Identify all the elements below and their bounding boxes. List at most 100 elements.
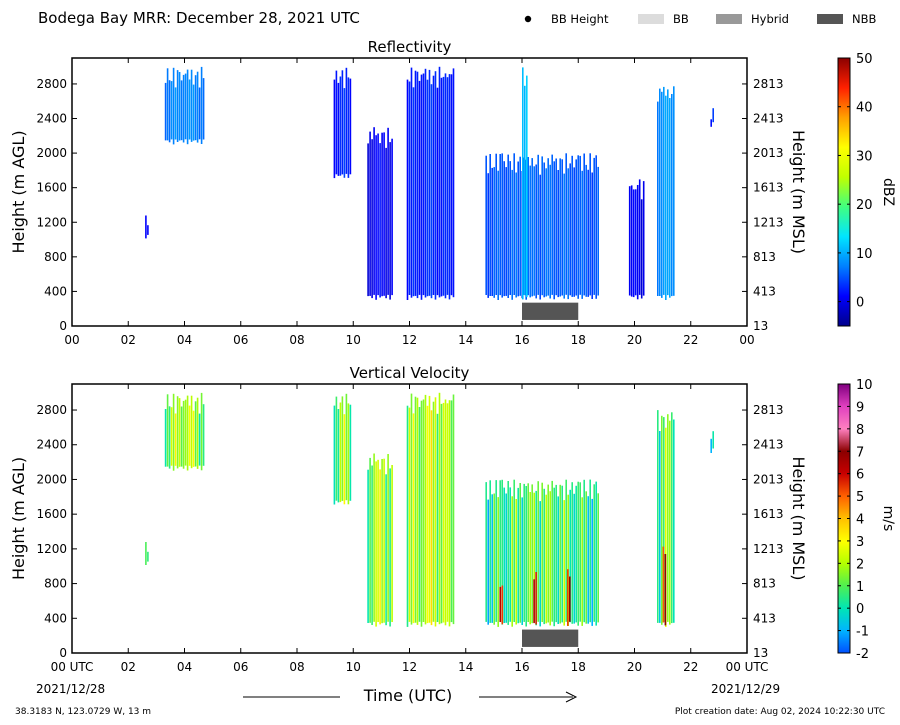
echo-column	[446, 403, 449, 622]
echo-column	[190, 69, 193, 142]
echo-column	[381, 459, 383, 624]
echo-column	[174, 87, 177, 140]
echo-column	[517, 161, 519, 297]
echo-column	[593, 157, 595, 295]
y-axis-label-right: Height (m MSL)	[789, 130, 808, 254]
echo-column	[497, 497, 499, 627]
echo-column	[450, 74, 453, 296]
echo-column	[575, 159, 577, 296]
echo-column	[526, 75, 528, 298]
echo-column	[164, 82, 167, 141]
echo-column	[573, 493, 575, 624]
echo-column	[349, 78, 352, 175]
echo-column	[557, 496, 559, 624]
echo-column	[377, 459, 379, 622]
y-tick-label-right: 1613	[753, 507, 784, 521]
echo-column	[428, 395, 431, 623]
colorbar-tick-label: 7	[856, 445, 864, 460]
y-tick-label-right: 813	[753, 250, 776, 264]
echo-column	[628, 186, 631, 296]
colorbar-label: m/s	[880, 506, 896, 532]
echo-column	[503, 161, 505, 297]
echo-column	[507, 154, 509, 298]
echo-column	[491, 167, 493, 296]
echo-column	[595, 155, 597, 299]
echo-column	[369, 457, 371, 623]
echo-column	[539, 501, 541, 627]
echo-column	[523, 483, 525, 622]
colorbar-tick-label: 10	[856, 247, 873, 262]
colorbar-tick-label: 50	[856, 52, 873, 67]
echo-column	[452, 68, 455, 298]
echo-column	[663, 417, 665, 622]
echo-column	[569, 576, 571, 622]
echo-column	[581, 497, 583, 626]
echo-column	[188, 79, 191, 140]
colorbar-tick-label: 6	[856, 468, 864, 483]
y-axis-label-left: Height (m AGL)	[9, 130, 28, 253]
echo-column	[147, 225, 149, 235]
echo-column	[172, 393, 175, 471]
colorbar-tick-label: 0	[856, 296, 864, 311]
panel-title: Vertical Velocity	[350, 364, 470, 382]
echo-column	[665, 95, 667, 300]
echo-column	[561, 159, 563, 296]
echo-column	[537, 481, 539, 622]
y-axis-label-right: Height (m MSL)	[789, 456, 808, 580]
y-tick-label-left: 2800	[36, 403, 67, 417]
echo-column	[347, 77, 350, 178]
echo-column	[551, 154, 553, 295]
echo-column	[426, 79, 429, 297]
echo-column	[420, 400, 423, 627]
echo-column	[591, 498, 593, 626]
echo-column	[642, 181, 645, 296]
echo-column	[545, 168, 547, 297]
echo-column	[178, 398, 181, 467]
echo-column	[198, 87, 201, 140]
echo-column	[182, 400, 185, 469]
echo-column	[367, 469, 369, 623]
echo-column	[549, 164, 551, 299]
x-tick-label: 08	[289, 333, 304, 347]
y-tick-label-left: 1600	[36, 507, 67, 521]
echo-column	[145, 542, 147, 565]
echo-column	[661, 415, 663, 625]
x-tick-label: 00 UTC	[726, 660, 769, 674]
echo-column	[194, 75, 197, 141]
echo-column	[371, 465, 373, 625]
echo-column	[567, 569, 569, 626]
echo-column	[545, 494, 547, 624]
y-tick-label-left: 400	[44, 284, 67, 298]
echo-column	[434, 71, 437, 300]
echo-column	[176, 70, 179, 142]
echo-column	[412, 87, 415, 297]
x-tick-label: 00 UTC	[51, 660, 94, 674]
echo-column	[640, 199, 643, 299]
echo-column	[343, 414, 346, 505]
echo-column	[438, 392, 441, 625]
y-tick-label-right: 2813	[753, 403, 784, 417]
echo-column	[593, 484, 595, 622]
echo-column	[416, 397, 419, 625]
echo-column	[667, 414, 669, 622]
x-tick-label: 10	[346, 660, 361, 674]
x-tick-label: 02	[121, 660, 136, 674]
legend-label: Hybrid	[751, 12, 789, 26]
x-tick-label: 04	[177, 333, 192, 347]
echo-column	[349, 404, 352, 501]
echo-column	[406, 79, 409, 300]
echo-column	[373, 453, 375, 622]
echo-column	[186, 69, 189, 145]
echo-column	[408, 407, 411, 622]
colorbar-tick-label: 5	[856, 490, 864, 505]
y-tick-label-left: 800	[44, 250, 67, 264]
echo-column	[589, 153, 591, 296]
echo-column	[710, 438, 712, 453]
bright-band-legend: BB Height BB Hybrid NBB	[524, 12, 876, 26]
echo-column	[335, 70, 338, 175]
echo-column	[174, 413, 177, 466]
echo-column	[192, 84, 195, 141]
echo-column	[543, 488, 545, 625]
echo-column	[497, 170, 499, 300]
